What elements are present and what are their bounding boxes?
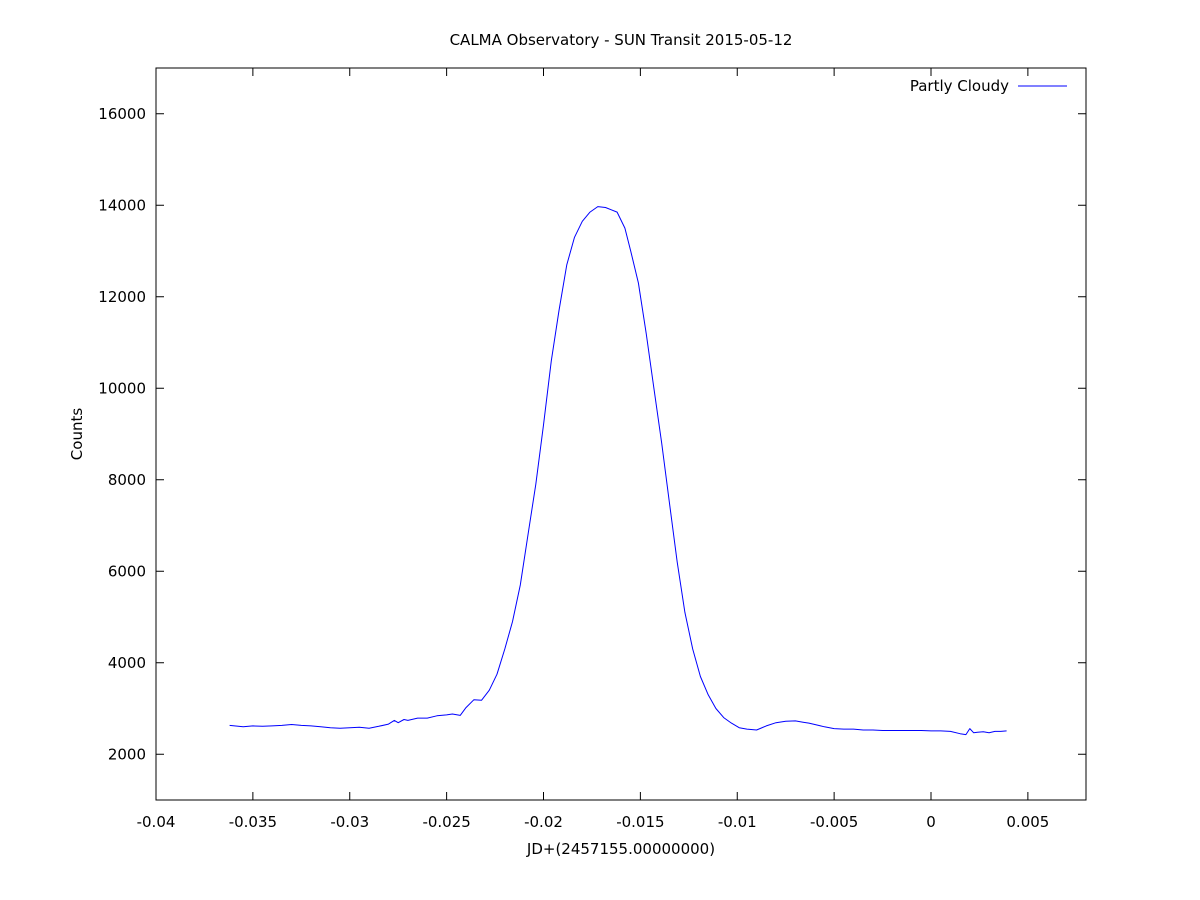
- legend: Partly Cloudy: [910, 77, 1067, 95]
- x-tick-label: -0.01: [718, 813, 757, 831]
- x-tick-label: 0: [926, 813, 936, 831]
- y-tick-label: 8000: [108, 471, 146, 489]
- x-tick-label: -0.04: [137, 813, 176, 831]
- y-axis-label: Counts: [68, 408, 86, 461]
- x-tick-label: -0.025: [422, 813, 470, 831]
- x-axis-label: JD+(2457155.00000000): [526, 840, 715, 858]
- y-tick-label: 12000: [98, 288, 146, 306]
- y-tick-label: 14000: [98, 196, 146, 214]
- plot-frame: [155, 67, 1087, 801]
- y-tick-label: 10000: [98, 379, 146, 397]
- x-tick-label: -0.02: [524, 813, 563, 831]
- y-tick-label: 2000: [108, 745, 146, 763]
- x-tick-label: -0.03: [330, 813, 369, 831]
- x-tick-label: -0.005: [810, 813, 858, 831]
- series-line-partly-cloudy: [229, 206, 1007, 736]
- tick-labels: -0.04 -0.035 -0.03 -0.025 -0.02 -0.015 -0.01 -0…: [98, 105, 1049, 831]
- y-tick-label: 4000: [108, 654, 146, 672]
- axis-ticks: [155, 68, 1086, 800]
- x-tick-label: 0.005: [1006, 813, 1049, 831]
- y-tick-label: 16000: [98, 105, 146, 123]
- chart-title: CALMA Observatory - SUN Transit 2015-05-…: [450, 31, 793, 49]
- x-tick-label: -0.015: [616, 813, 664, 831]
- x-tick-label: -0.035: [229, 813, 277, 831]
- y-tick-label: 6000: [108, 562, 146, 580]
- legend-label-partly-cloudy: Partly Cloudy: [910, 77, 1009, 95]
